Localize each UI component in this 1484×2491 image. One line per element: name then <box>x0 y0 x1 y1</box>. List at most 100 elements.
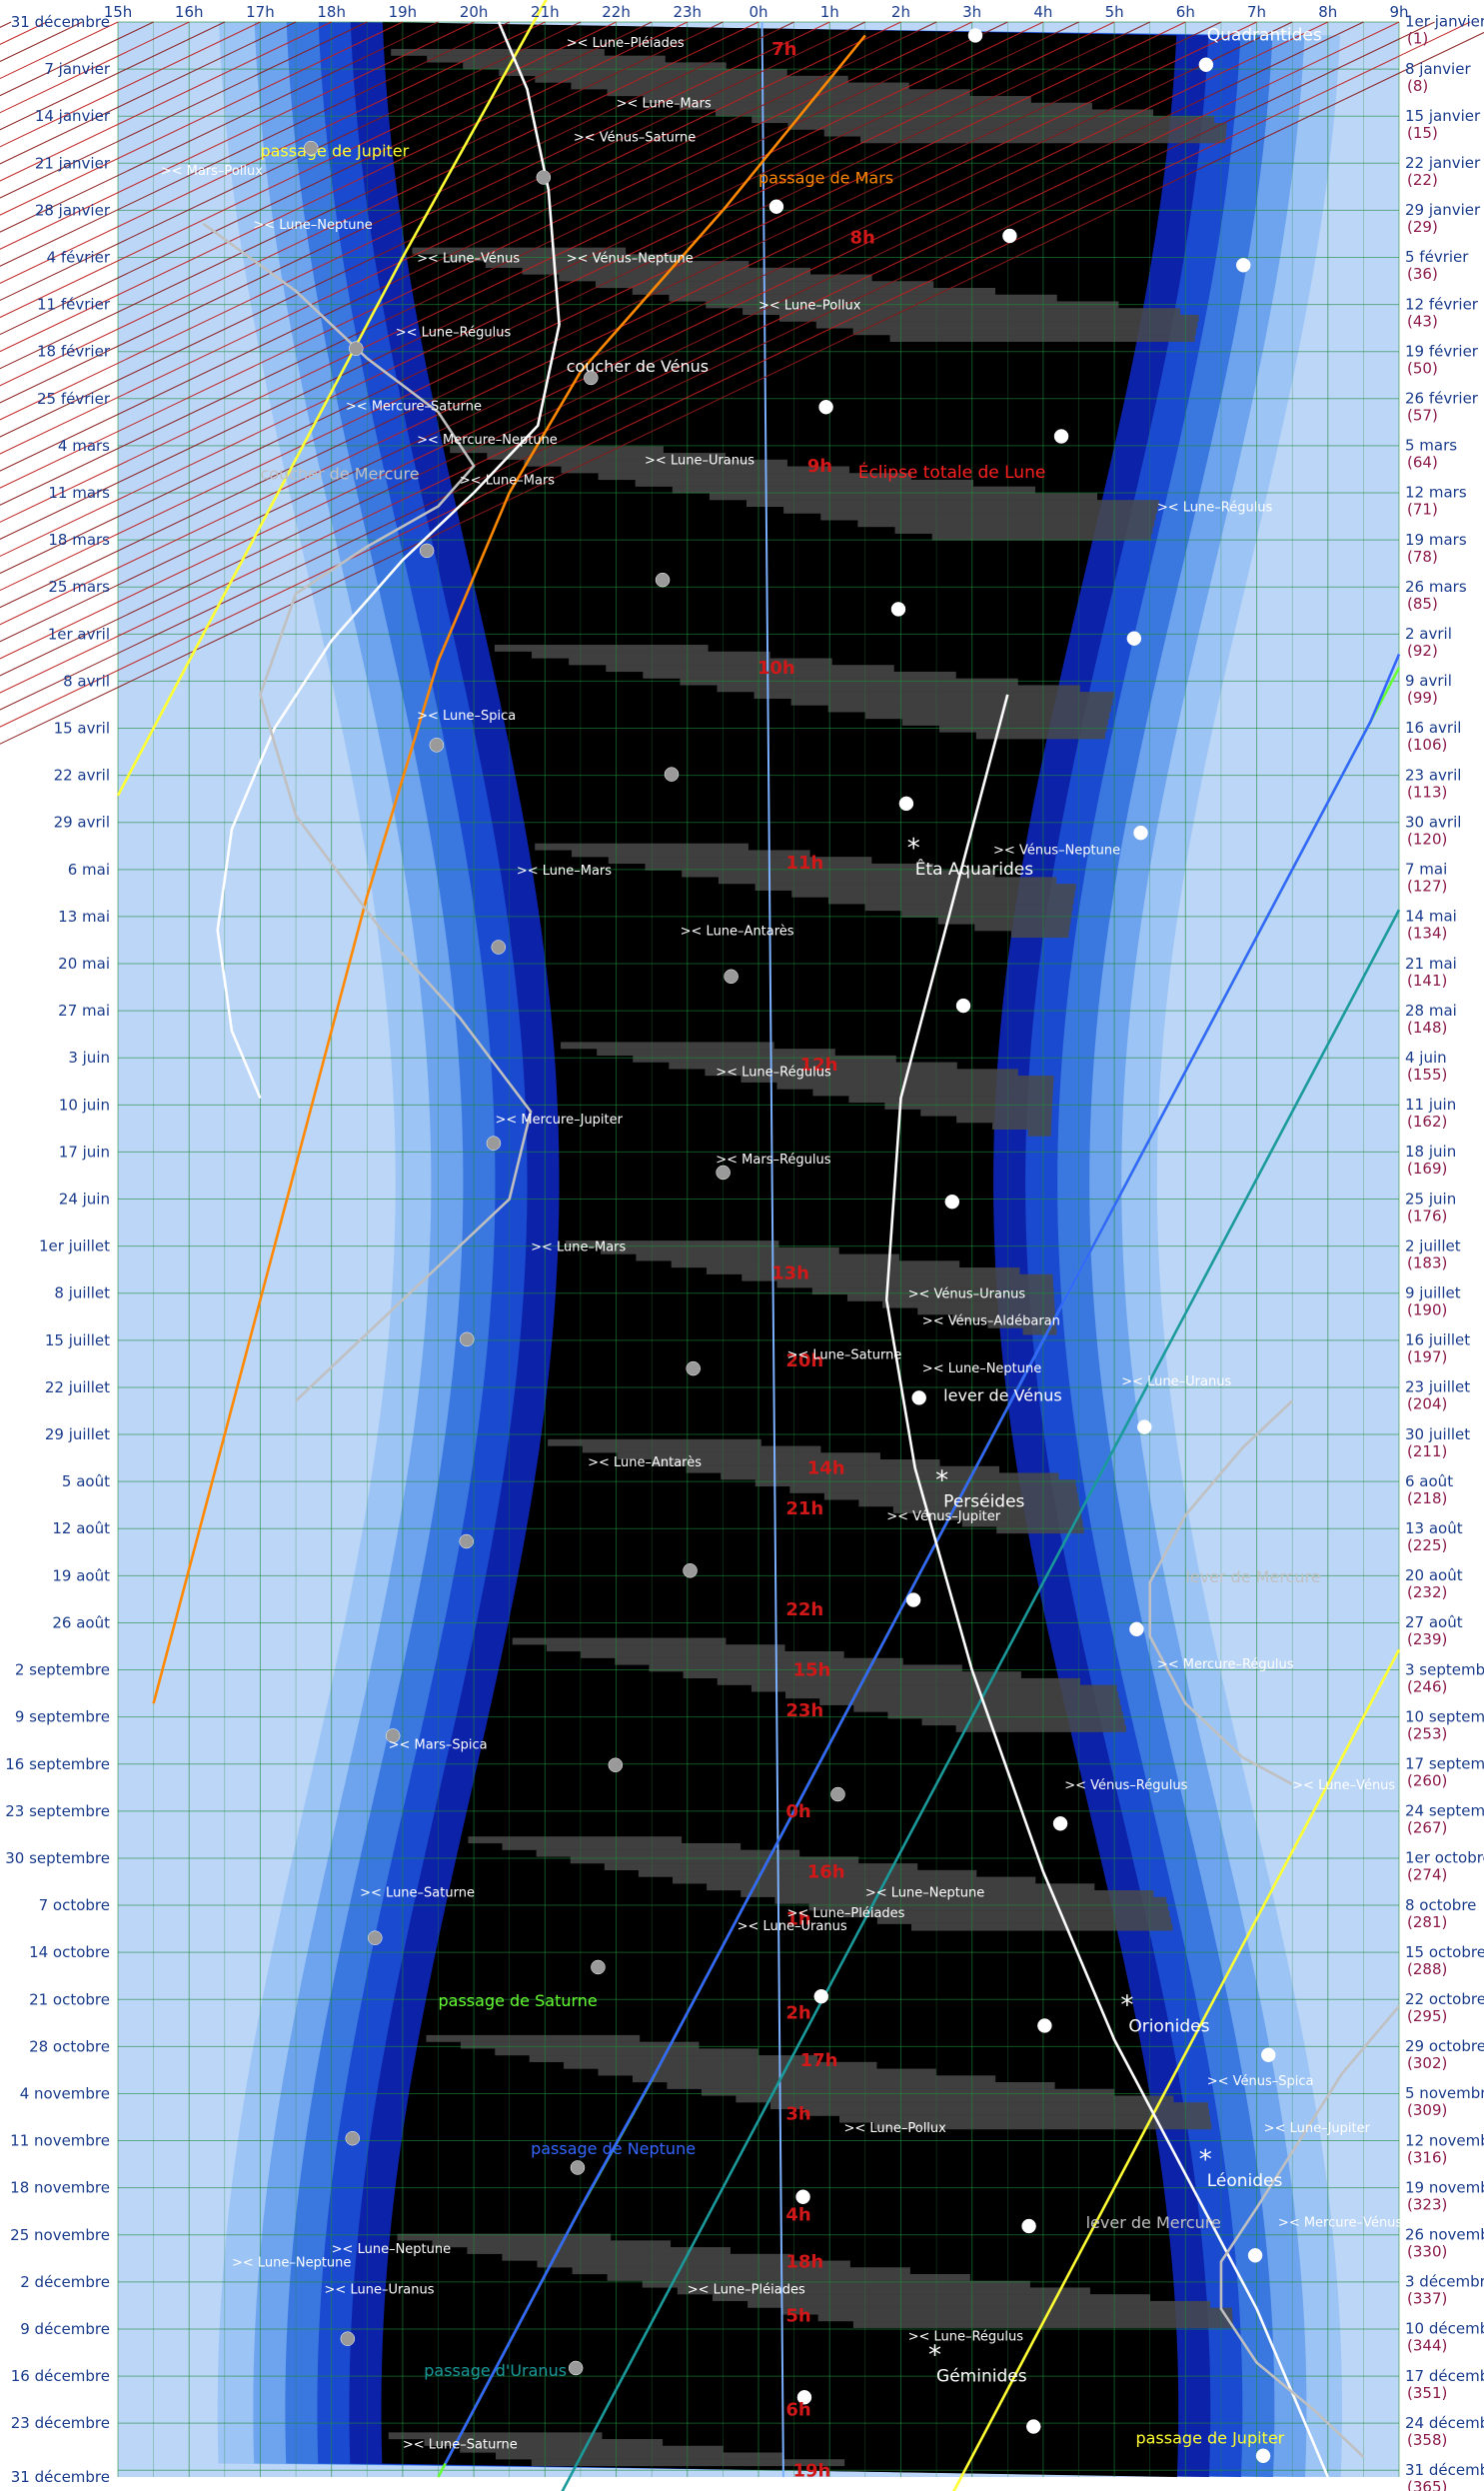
conjunction-label: >< Lune–Vénus <box>417 252 520 267</box>
left-date-label: 11 novembre <box>10 2132 110 2150</box>
moon-marker <box>1053 429 1069 444</box>
left-date-label: 10 juin <box>59 1096 110 1114</box>
moonlight-block <box>811 1287 1054 1295</box>
left-date-label: 16 décembre <box>11 2367 110 2385</box>
moonlight-block <box>598 2068 936 2076</box>
sidereal-hour-label: 1h <box>785 1909 810 1930</box>
right-date-label: 10 décembre <box>1405 2320 1484 2338</box>
sidereal-line <box>0 21 1435 711</box>
sidereal-hour-label: 9h <box>807 456 832 477</box>
moon-marker <box>1052 1816 1068 1831</box>
sidereal-hour-label: 20h <box>785 1350 823 1371</box>
day-of-year-label: (99) <box>1407 689 1438 707</box>
right-date-label: 9 juillet <box>1405 1283 1461 1301</box>
moonlight-block <box>804 2108 1210 2116</box>
conjunction-label: >< Lune–Pléiades <box>567 36 685 51</box>
moonlight-block <box>815 321 1198 329</box>
moonlight-block <box>931 533 1151 541</box>
moonlight-block <box>742 1273 1053 1281</box>
sidereal-line <box>0 21 1150 575</box>
right-date-label: 7 mai <box>1405 861 1447 879</box>
conjunction-label: >< Lune–Neptune <box>332 2242 451 2257</box>
right-date-label: 12 février <box>1405 295 1479 313</box>
right-date-label: 24 décembre <box>1405 2414 1484 2432</box>
event-label: Géminides <box>936 2366 1027 2386</box>
right-date-label: 29 octobre <box>1405 2037 1484 2055</box>
moonlight-block <box>607 2273 970 2281</box>
conjunction-label: >< Lune–Régulus <box>908 2330 1024 2345</box>
series-label-9: lever de Mercure <box>1185 1567 1320 1586</box>
left-date-label: 6 mai <box>68 861 110 879</box>
day-of-year-label: (323) <box>1407 2195 1447 2213</box>
hour-tick-label: 23h <box>673 3 702 21</box>
right-date-label: 18 juin <box>1405 1143 1456 1161</box>
moonlight-block <box>412 247 627 255</box>
sidereal-hour-label: 22h <box>785 1599 823 1620</box>
moonlight-block <box>955 1724 1126 1732</box>
sidereal-line <box>0 21 1044 523</box>
moonlight-block <box>679 102 1092 110</box>
moonlight-block <box>649 1664 962 1672</box>
day-of-year-label: (183) <box>1407 1253 1447 1271</box>
right-date-label: 30 avril <box>1405 813 1461 831</box>
moon-marker <box>1136 1419 1152 1434</box>
day-of-year-label: (22) <box>1407 171 1438 189</box>
right-date-label: 15 octobre <box>1405 1943 1484 1961</box>
day-of-year-label: (8) <box>1407 77 1428 95</box>
sidereal-line <box>0 21 1222 609</box>
hour-tick-label: 15h <box>104 3 133 21</box>
left-date-label: 28 janvier <box>35 201 111 219</box>
left-date-label: 26 août <box>52 1613 110 1631</box>
day-of-year-label: (1) <box>1407 30 1428 48</box>
moonlight-block <box>753 692 1114 699</box>
right-date-label: 12 novembre <box>1405 2131 1484 2149</box>
right-date-label: 8 janvier <box>1405 60 1471 78</box>
conjunction-label: >< Lune–Mars <box>517 864 612 879</box>
moon-marker <box>1133 825 1148 841</box>
moonlight-block <box>535 843 748 851</box>
day-of-year-label: (281) <box>1407 1913 1447 1931</box>
left-date-label: 18 novembre <box>10 2179 110 2197</box>
moonlight-block <box>857 520 1155 528</box>
conjunction-label: >< Vénus–Jupiter <box>886 1509 1001 1524</box>
conjunction-label: >< Mercure–Régulus <box>1157 1657 1294 1672</box>
moonlight-block <box>643 96 1031 103</box>
right-date-label: 19 novembre <box>1405 2178 1484 2196</box>
moonlight-block <box>974 924 1070 932</box>
moon-marker <box>813 1988 829 2004</box>
conjunction-label: >< Lune–Uranus <box>645 453 754 468</box>
day-of-year-label: (71) <box>1407 501 1438 519</box>
gridlines <box>117 21 1400 2478</box>
moon-marker <box>890 602 906 617</box>
conjunction-label: >< Lune–Saturne <box>786 1347 901 1362</box>
moonlight-block <box>884 1102 1052 1110</box>
series-line-8 <box>202 222 533 1402</box>
moonlight-block <box>1022 1327 1057 1335</box>
moonlight-block <box>747 2300 1211 2308</box>
event-label: Léonides <box>1207 2171 1283 2191</box>
moon-marker <box>303 140 319 156</box>
meteor-shower-star: * <box>1199 2145 1212 2175</box>
left-date-label: 11 mars <box>48 484 110 502</box>
moon-marker <box>1021 2218 1036 2234</box>
moonlight-block <box>559 274 872 282</box>
right-date-label: 9 avril <box>1405 672 1452 690</box>
moonlight-block <box>1027 1129 1051 1137</box>
moonlight-block <box>496 2452 784 2460</box>
moonlight-block <box>774 1896 1167 1904</box>
moonlight-block <box>617 1452 880 1460</box>
sidereal-hour-label: 7h <box>771 39 796 60</box>
moon-marker <box>1255 2448 1271 2464</box>
moonlight-block <box>789 1485 1077 1493</box>
sidereal-line <box>0 21 1257 626</box>
moon-marker <box>724 969 739 985</box>
right-date-label: 20 août <box>1405 1566 1463 1584</box>
moonlight-block <box>741 1076 1054 1083</box>
conjunction-label: >< Mercure–Saturne <box>346 400 482 415</box>
hour-tick-label: 21h <box>531 3 560 21</box>
series-label-8: coucher de Mercure <box>260 465 419 484</box>
sidereal-hour-label: 18h <box>785 2252 823 2273</box>
moonlight-block <box>938 725 1107 733</box>
moonlight-block <box>717 1677 1081 1685</box>
